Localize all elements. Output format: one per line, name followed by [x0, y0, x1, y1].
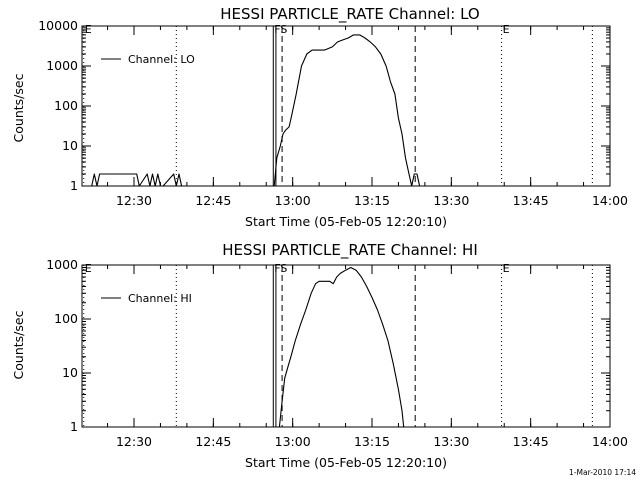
hi-x-tick-label: 13:30 — [433, 434, 469, 449]
lo-y-tick-label: 1000 — [46, 58, 78, 73]
lo-marker-label: E — [85, 23, 92, 36]
hi-event-markers: E FS E — [83, 262, 593, 427]
lo-x-tick-label: 13:15 — [354, 193, 390, 208]
hi-x-tick-label: 13:15 — [354, 434, 390, 449]
lo-x-axis-label: Start Time (05-Feb-05 12:20:10) — [245, 214, 447, 229]
lo-series-line — [91, 34, 421, 187]
hi-y-tick-label: 1 — [70, 419, 78, 434]
lo-y-tick-label: 10000 — [38, 18, 78, 33]
lo-x-tick-label: 13:45 — [513, 193, 549, 208]
lo-legend-label: Channel: LO — [128, 53, 195, 66]
lo-channel-panel: HESSI PARTICLE_RATE Channel: LO Counts/s… — [11, 5, 628, 229]
hi-legend: Channel: HI — [101, 292, 192, 305]
hi-chart-title: HESSI PARTICLE_RATE Channel: HI — [222, 241, 478, 260]
hi-marker-label: E — [85, 262, 92, 275]
lo-x-tick-label: 12:30 — [116, 193, 152, 208]
hi-y-tick-label: 1000 — [46, 257, 78, 272]
lo-x-tick-label: 13:00 — [275, 193, 311, 208]
lo-x-tick-label: 12:45 — [195, 193, 231, 208]
footer-timestamp: 1-Mar-2010 17:14 — [569, 468, 636, 477]
hi-channel-panel: HESSI PARTICLE_RATE Channel: HI Counts/s… — [11, 241, 628, 470]
hi-tick-labels: 12:30 12:45 13:00 13:15 13:30 13:45 14:00 1 10 10… — [46, 257, 628, 449]
lo-y-tick-label: 1 — [70, 178, 78, 193]
hi-y-tick-label: 100 — [54, 311, 78, 326]
lo-tick-labels: 12:30 12:45 13:00 13:15 13:30 13:45 14:00 1 10 10… — [38, 18, 628, 208]
lo-legend: Channel: LO — [101, 53, 195, 66]
lo-series-layer — [91, 34, 421, 187]
hi-marker-label: E — [503, 262, 510, 275]
hi-x-tick-label: 13:45 — [513, 434, 549, 449]
hi-x-tick-label: 13:00 — [275, 434, 311, 449]
lo-y-tick-label: 10 — [62, 138, 78, 153]
lo-x-tick-label: 13:30 — [433, 193, 469, 208]
lo-chart-title: HESSI PARTICLE_RATE Channel: LO — [220, 5, 479, 24]
lo-marker-label: E — [503, 23, 510, 36]
lo-event-markers: E FS E — [83, 23, 593, 186]
hi-y-axis-label: Counts/sec — [11, 310, 26, 379]
hi-x-axis-label: Start Time (05-Feb-05 12:20:10) — [245, 455, 447, 470]
hi-series-layer — [278, 266, 405, 428]
lo-y-axis-label: Counts/sec — [11, 73, 26, 142]
hi-x-tick-label: 12:45 — [195, 434, 231, 449]
hi-legend-label: Channel: HI — [128, 292, 192, 305]
lo-y-tick-label: 100 — [54, 98, 78, 113]
hi-plot-frame — [81, 264, 611, 428]
hi-x-tick-label: 14:00 — [592, 434, 628, 449]
lo-plot-frame — [81, 25, 611, 187]
hi-series-line — [278, 266, 405, 428]
hi-y-tick-label: 10 — [62, 365, 78, 380]
hi-x-tick-label: 12:30 — [116, 434, 152, 449]
lo-x-tick-label: 14:00 — [592, 193, 628, 208]
